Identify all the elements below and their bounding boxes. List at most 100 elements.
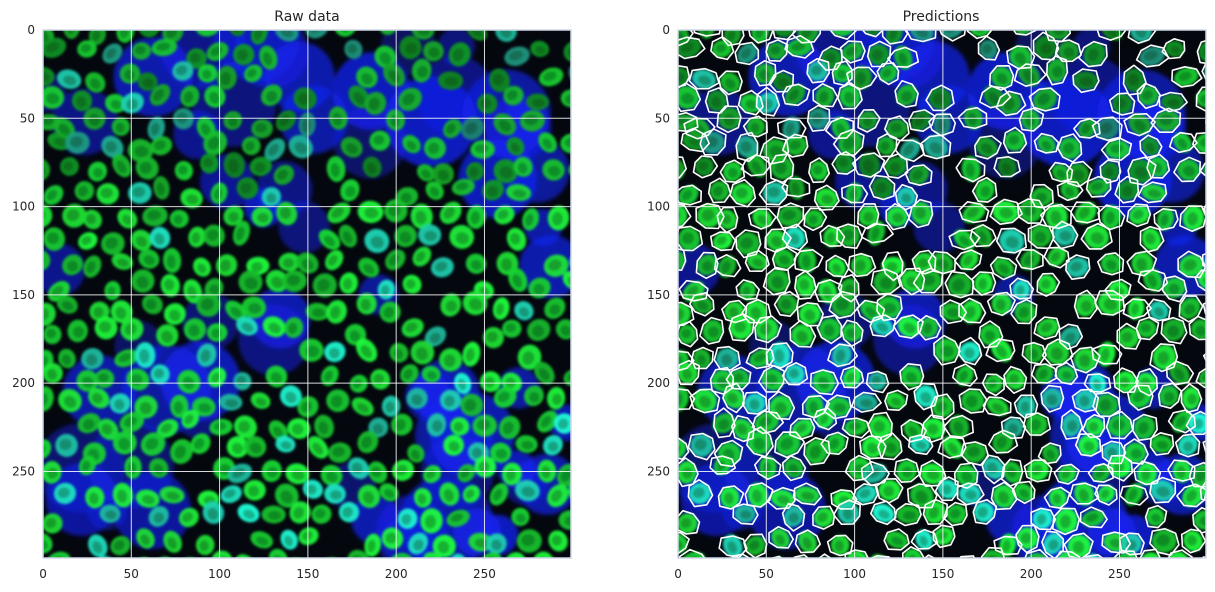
y-tick-label: 250 [647,464,670,478]
nucleus [959,341,981,363]
nucleus [530,40,550,58]
cell-outline [722,382,745,414]
cell-outline [883,528,910,551]
nucleus [351,397,374,416]
nucleus [826,396,851,417]
cell-outline [1094,484,1118,506]
cell-outline [1094,289,1126,316]
nucleus [162,247,182,274]
nucleus [765,229,788,251]
nucleus [562,271,571,290]
cell-outline [713,254,742,278]
nucleus [147,116,166,141]
nucleus [423,41,444,62]
nucleus [177,369,201,394]
nucleus [77,40,97,58]
nucleus [1029,224,1052,248]
y-tick-label: 0 [27,23,35,37]
nucleus [172,61,194,81]
nucleus [690,433,713,457]
nucleus [752,208,773,229]
nucleus [250,531,273,549]
cell-outline [812,505,836,530]
nucleus [678,227,701,251]
cell-outline [1118,532,1145,556]
nucleus [325,249,344,271]
nucleus [43,513,63,534]
nucleus [451,178,475,196]
nucleus [698,30,716,40]
x-tick-label: 0 [39,567,47,581]
nucleus [791,324,814,347]
cell-outline [1149,343,1179,373]
nucleus [542,159,565,181]
nucleus [74,181,95,201]
nucleus [1009,45,1032,69]
nucleus [885,392,906,409]
cell-outline [831,151,857,175]
nucleus [462,485,481,503]
nucleus [112,430,137,455]
cell-outline [859,435,887,460]
nucleus [777,294,798,315]
nucleus [1041,387,1063,409]
cell-outline [943,414,975,439]
cell-outline [759,136,790,165]
cell-outline [1192,506,1206,534]
nucleus [398,87,422,111]
nucleus [538,132,557,153]
cell-outline [877,432,903,461]
nucleus [736,232,760,255]
nucleus [1065,257,1089,278]
nucleus [1130,30,1152,42]
cell-outline [857,109,881,133]
cell-outline [678,111,699,132]
nucleus [298,527,319,546]
cell-outline [856,299,886,324]
nucleus [324,484,346,504]
nucleus [584,277,611,307]
nucleus [706,90,728,112]
cell-outline [839,365,865,389]
nucleus [1173,67,1199,87]
cell-outline-layer [678,30,1206,558]
nucleus [406,387,428,409]
cell-outline [1196,39,1206,65]
cell-outline [1033,132,1060,154]
nucleus [284,317,304,339]
nucleus [592,461,612,482]
cell-outline [1127,156,1157,186]
y-tick-label: 150 [647,288,670,302]
nucleus [60,157,79,176]
nucleus [43,362,63,384]
nucleus [58,388,82,413]
cell-outline [781,83,811,107]
cell-outline [922,498,948,526]
nucleus [163,303,186,325]
cell-outline [1039,203,1072,230]
nucleus [506,136,525,156]
nucleus [439,348,463,372]
cell-outline [1065,254,1091,280]
cell-outline [789,417,816,441]
cell-outline [898,267,926,296]
nucleus [1138,85,1159,106]
nucleus [547,386,566,410]
nucleus [53,482,77,505]
axes-frame [42,29,572,559]
nucleus [528,277,551,299]
nucleus [983,457,1005,480]
cell-outline [852,483,879,506]
nucleus [1075,293,1097,317]
cell-outline [981,454,1006,485]
cell-outline [959,555,976,558]
cell-outline [1056,133,1083,163]
nucleus [523,385,544,407]
cell-outline [1024,548,1050,558]
cell-outline [985,338,1016,363]
nucleus [511,507,530,527]
nucleus [261,505,286,524]
nucleus [492,297,510,320]
cell-outline [1012,30,1037,36]
nucleus [519,110,545,132]
